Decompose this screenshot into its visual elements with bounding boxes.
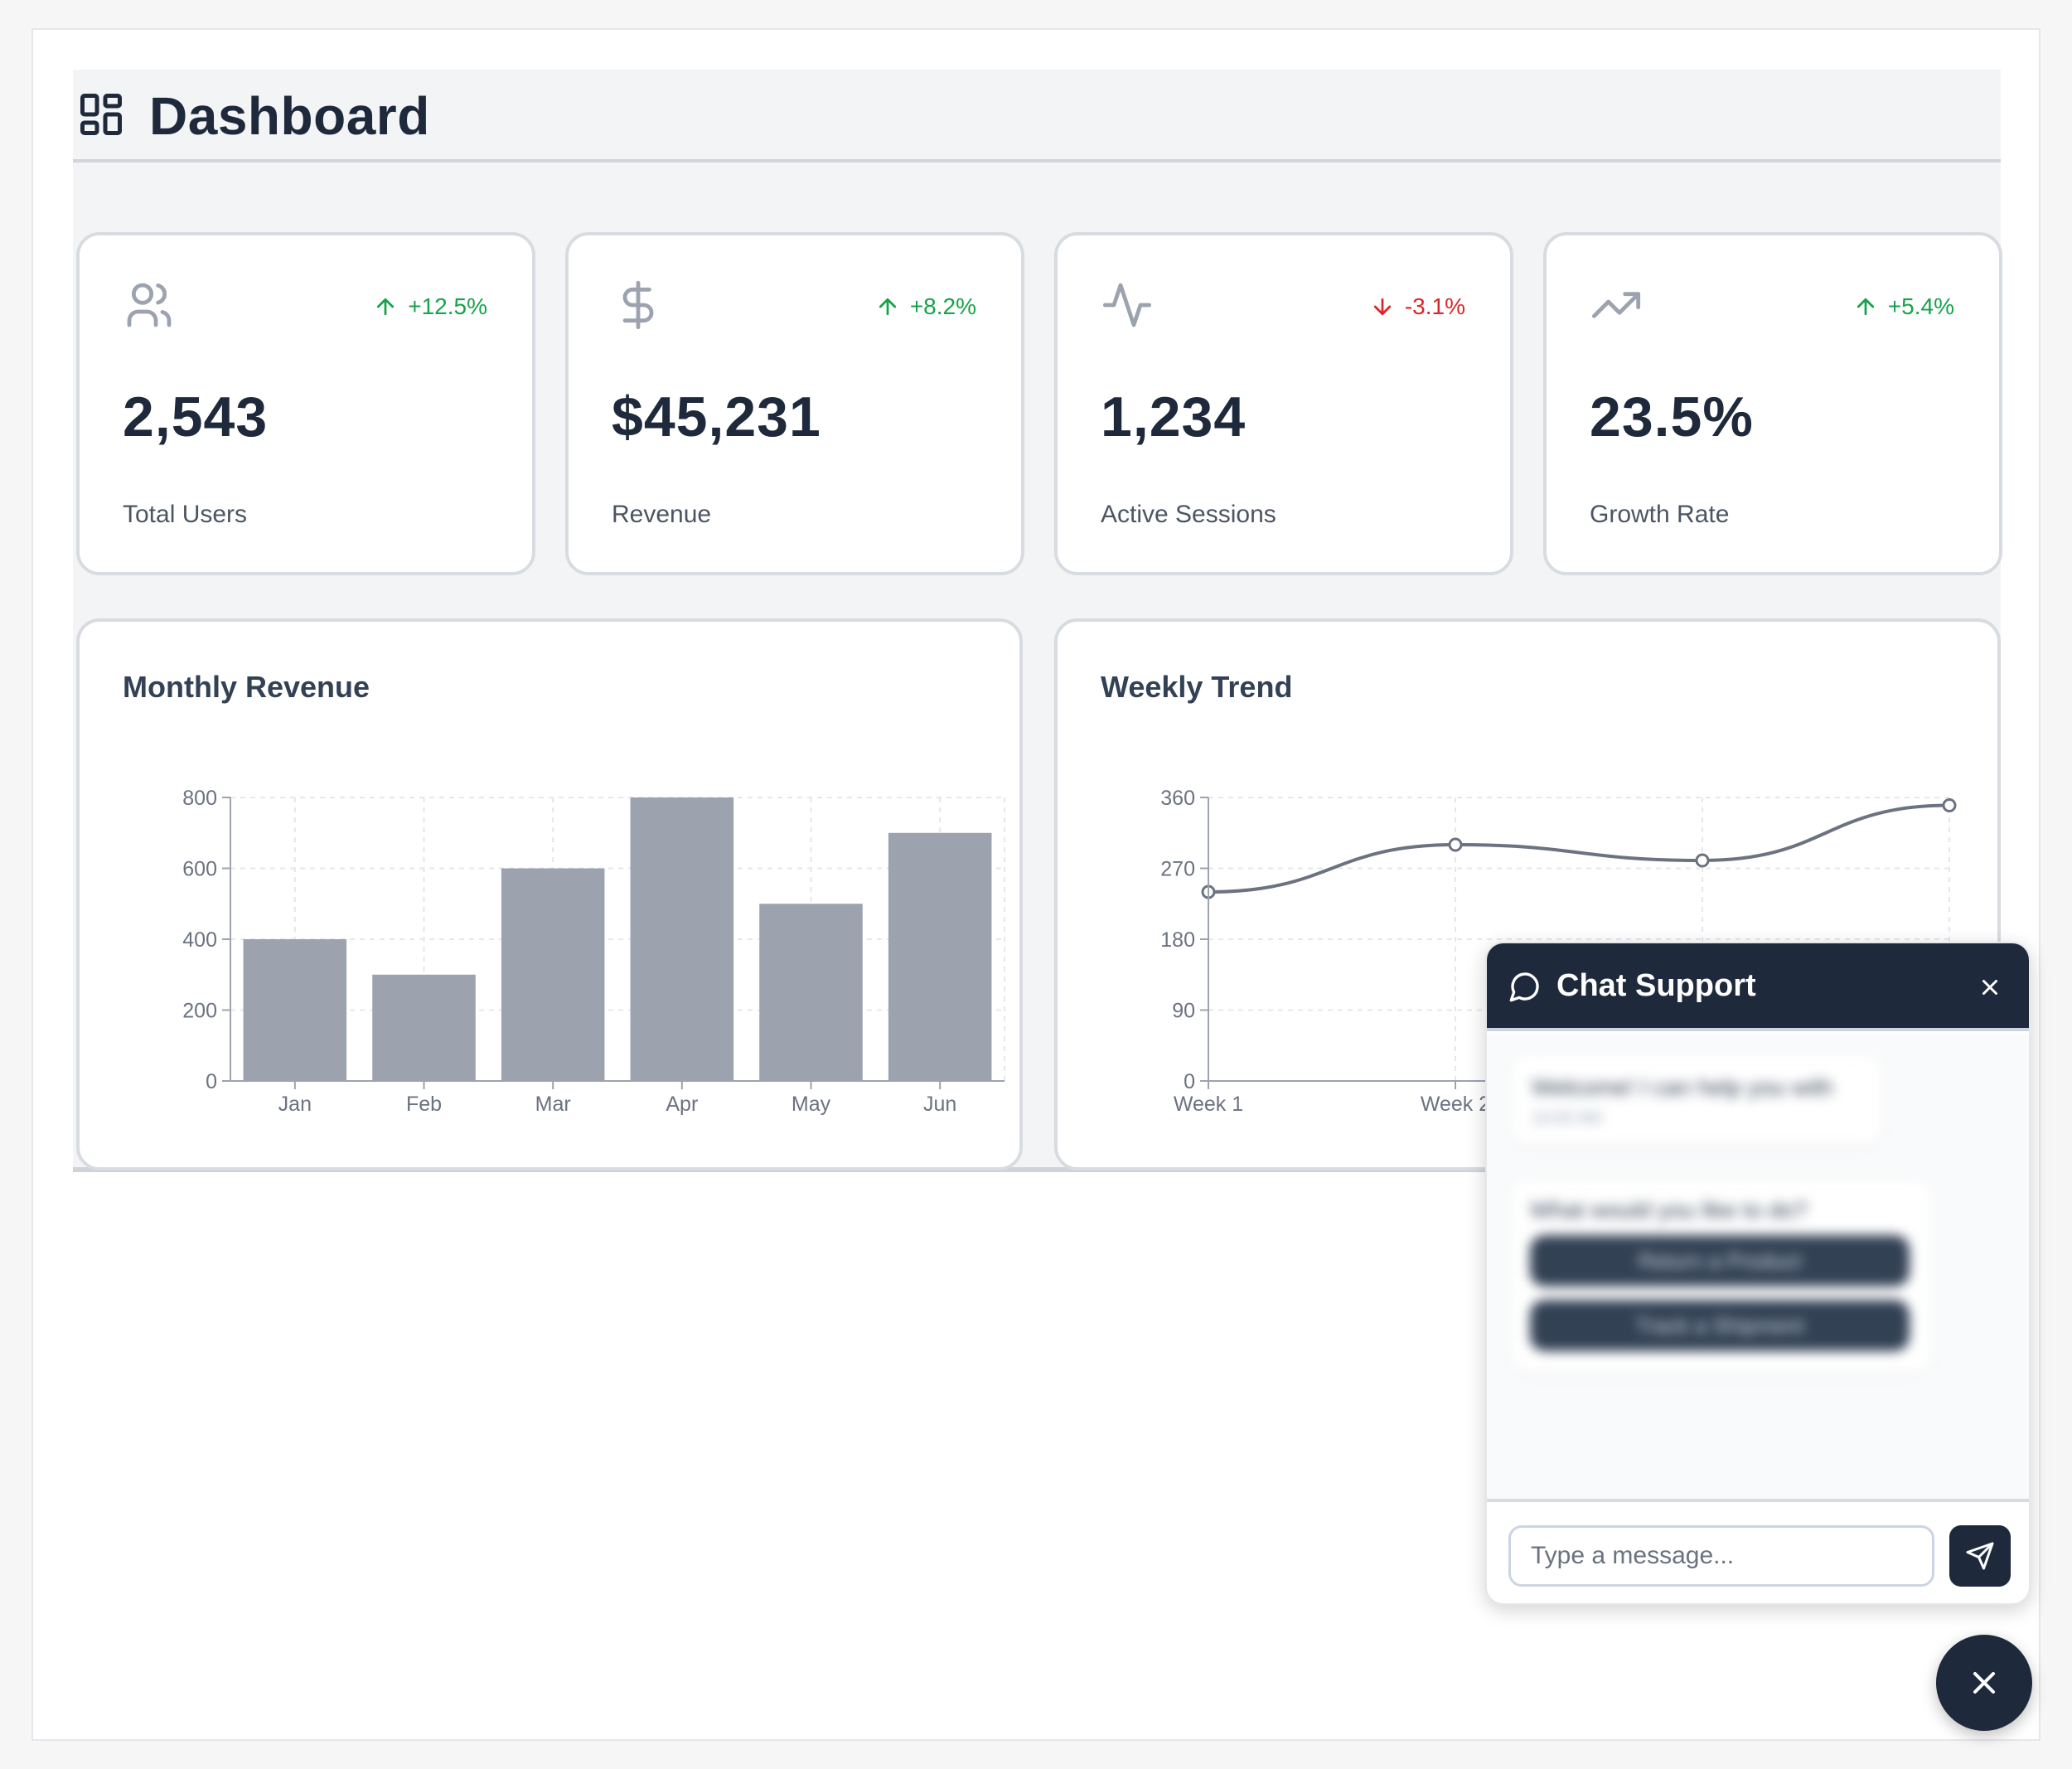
option-button[interactable]: Return a Product: [1530, 1235, 1910, 1287]
page: Dashboard +12.5% 2,543 Total Users +8.2%…: [31, 28, 2041, 1741]
arrow-up-icon: [1857, 298, 1874, 316]
x-tick-label: Feb: [406, 1093, 442, 1116]
layout-grid-icon: [80, 94, 122, 135]
x-tick-label: May: [792, 1093, 831, 1116]
series-line: [1208, 803, 1950, 894]
stat-value: 2,543: [123, 385, 269, 448]
stat-change: -3.1%: [1370, 293, 1465, 320]
x-tick-label: Jun: [923, 1093, 956, 1116]
close-icon: [1973, 1671, 1996, 1694]
arrow-up-icon: [879, 298, 896, 316]
chat-toggle-button[interactable]: [1936, 1635, 2032, 1731]
x-tick-label: Apr: [666, 1093, 698, 1116]
message-circle-icon: [1509, 972, 1539, 1002]
bar-jun: [888, 832, 992, 1081]
monthly-revenue-card: Monthly Revenue 0 200 400 600 800 Jan Feb Mar Ap…: [76, 618, 1023, 1170]
option-button[interactable]: Track a Shipment: [1530, 1300, 1910, 1351]
data-point-2: [1448, 837, 1463, 852]
send-button[interactable]: [1949, 1525, 2011, 1587]
chart-title: Weekly Trend: [1101, 670, 1293, 704]
arrow-up-icon: [377, 298, 395, 316]
stat-card-active-sessions: -3.1% 1,234 Active Sessions: [1054, 232, 1513, 575]
close-icon[interactable]: [1978, 975, 2002, 1000]
stat-value: 23.5%: [1590, 385, 1754, 448]
y-tick-label: 90: [1172, 1000, 1195, 1023]
stat-change: +12.5%: [373, 293, 487, 320]
send-icon: [1966, 1542, 1994, 1570]
stat-label: Active Sessions: [1101, 501, 1276, 528]
stat-change: +5.4%: [1853, 293, 1954, 320]
x-tick-label: Jan: [278, 1093, 312, 1116]
dashboard-header: Dashboard: [73, 70, 2001, 162]
y-tick-label: 0: [206, 1070, 217, 1093]
y-tick-label: 0: [1184, 1070, 1195, 1093]
stat-value: $45,231: [612, 385, 821, 448]
data-point-4: [1942, 798, 1957, 812]
bar-apr: [630, 797, 734, 1081]
message-input[interactable]: [1508, 1525, 1934, 1587]
chart-title: Monthly Revenue: [123, 670, 370, 704]
page-title: Dashboard: [149, 86, 430, 146]
stat-label: Revenue: [612, 501, 712, 528]
chat-messages: Welcome! I can help you with 10:00 AM Wh…: [1487, 1035, 2029, 1507]
stat-card-revenue: +8.2% $45,231 Revenue: [565, 232, 1024, 575]
users-icon: [127, 283, 172, 327]
y-tick-label: 800: [182, 787, 217, 810]
dollar-icon: [622, 280, 654, 330]
x-tick-label: Week 2: [1421, 1093, 1490, 1116]
bar-feb: [372, 974, 476, 1081]
activity-icon: [1102, 283, 1152, 327]
y-tick-label: 200: [182, 1000, 217, 1023]
arrow-down-icon: [1373, 298, 1391, 316]
stat-label: Growth Rate: [1590, 501, 1730, 528]
trending-up-icon: [1591, 292, 1641, 318]
stat-label: Total Users: [123, 501, 248, 528]
y-tick-label: 360: [1160, 787, 1195, 810]
bar-mar: [501, 868, 605, 1081]
y-tick-label: 180: [1160, 928, 1195, 952]
x-tick-label: Mar: [535, 1093, 571, 1116]
chat-header: Chat Support: [1487, 943, 2029, 1031]
stat-card-growth-rate: +5.4% 23.5% Growth Rate: [1543, 232, 2002, 575]
stat-card-total-users: +12.5% 2,543 Total Users: [76, 232, 535, 575]
stat-value: 1,234: [1101, 385, 1247, 448]
bar-may: [759, 904, 863, 1081]
x-tick-label: Week 1: [1174, 1093, 1243, 1116]
y-tick-label: 400: [182, 928, 217, 952]
chat-title: Chat Support: [1556, 968, 1756, 1003]
dashboard: Dashboard +12.5% 2,543 Total Users +8.2%…: [73, 70, 2002, 1172]
y-tick-label: 270: [1160, 858, 1195, 881]
bar-jan: [243, 939, 347, 1081]
bot-options-message: What would you like to do? Return a Prod…: [1512, 1180, 1931, 1371]
chat-footer: [1487, 1499, 2029, 1603]
stat-change: +8.2%: [875, 293, 976, 320]
chat-widget: Chat Support Welcome! I can help you wit…: [1485, 942, 2031, 1605]
y-tick-label: 600: [182, 858, 217, 881]
bot-message: Welcome! I can help you with 10:00 AM: [1512, 1056, 1881, 1144]
bar-chart: 0 200 400 600 800 Jan Feb Mar Apr May Jun: [182, 787, 1005, 1116]
data-point-3: [1695, 853, 1710, 868]
